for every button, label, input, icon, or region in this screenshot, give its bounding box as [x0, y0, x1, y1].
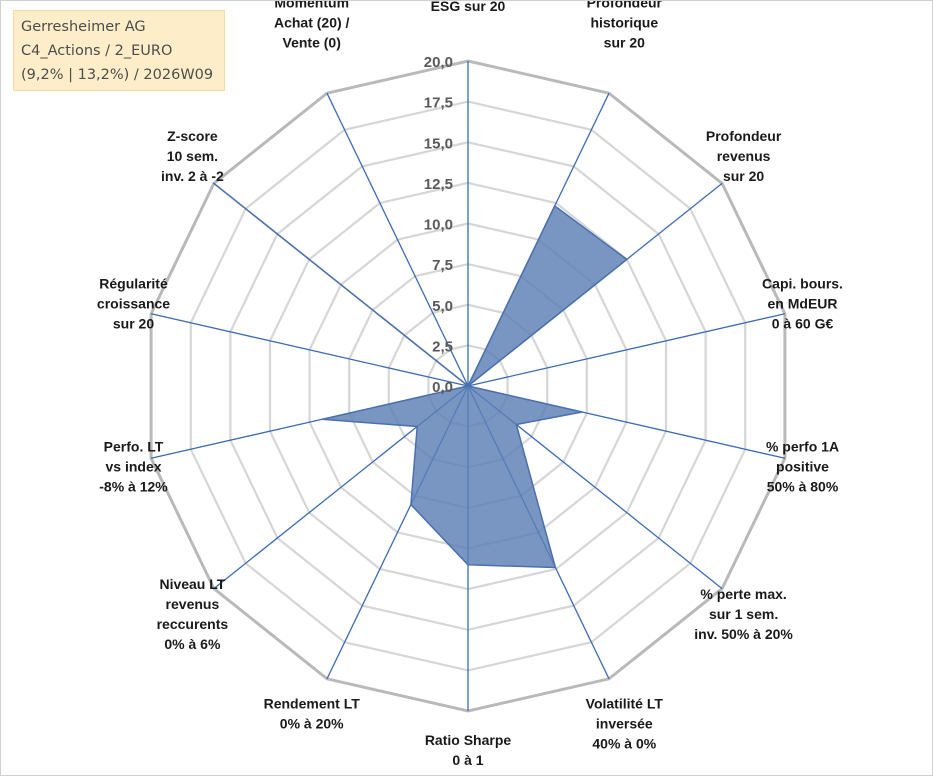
axis-label-line: ESG sur 20 — [431, 1, 506, 14]
axis-label-text: Momentum Achat (20) / Vente (0) — [274, 1, 350, 50]
radar-series — [213, 182, 628, 569]
tick-label: 12,5 — [424, 176, 453, 193]
axis-label-line: en MdEUR — [768, 295, 838, 311]
axis-label-line: 0 à 1 — [452, 752, 483, 768]
axis-label: Z-score 10 sem. inv. 2 à -2 — [161, 128, 224, 184]
axis-label-line: historique — [590, 14, 658, 30]
axis-label-line: Achat (20) / — [274, 14, 350, 30]
axis-label-line: revenus — [717, 148, 771, 164]
axis-label: Capi. bours. en MdEUR 0 à 60 G€ — [762, 275, 843, 331]
axis-label-line: Profondeur — [706, 128, 782, 144]
axis-label-text: % perfo 1A positive 50% à 80% — [766, 439, 839, 495]
axis-label-text: Capi. bours. en MdEUR 0 à 60 G€ — [762, 275, 843, 331]
axis-label-line: Z-score — [167, 128, 218, 144]
axis-label-line: 10 sem. — [167, 148, 218, 164]
axis-label-line: sur 1 sem. — [709, 606, 778, 622]
axis-label-line: Vente (0) — [283, 34, 341, 50]
axis-label-text: Régularité croissance sur 20 — [97, 275, 170, 331]
info-portfolio: C4_Actions / 2_EURO — [21, 43, 173, 59]
axis-label-line: Profondeur — [587, 1, 663, 10]
axis-label-line: Niveau LT — [159, 576, 225, 592]
axis-label-line: 50% à 80% — [767, 479, 839, 495]
axis-label: Profondeur revenus sur 20 — [706, 128, 782, 184]
tick-label: 5,0 — [432, 298, 453, 315]
tick-label: 20,0 — [424, 54, 453, 71]
axis-label: Perfo. LT vs index -8% à 12% — [99, 439, 168, 495]
axis-label-line: sur 20 — [113, 315, 154, 331]
axis-label-line: Volatilité LT — [586, 696, 664, 712]
axis-label-line: inv. 50% à 20% — [694, 626, 793, 642]
axis-spoke — [326, 92, 469, 387]
series-area — [213, 182, 628, 569]
tick-label: 2,5 — [432, 338, 453, 355]
info-stats: (9,2% | 13,2%) / 2026W09 — [21, 67, 214, 83]
axis-label-line: croissance — [97, 295, 170, 311]
axis-label-text: NoteESG sur 20 — [431, 1, 506, 14]
axis-label-line: vs index — [105, 459, 161, 475]
axis-label-text: Profondeur revenus sur 20 — [706, 128, 782, 184]
axis-spoke — [467, 313, 786, 387]
axis-label: NoteESG sur 20 — [431, 1, 506, 14]
axis-label-text: Perfo. LT vs index -8% à 12% — [99, 439, 168, 495]
axis-label: Rendement LT 0% à 20% — [264, 696, 361, 732]
axis-label-line: % perte max. — [700, 586, 786, 602]
axis-label-line: 0% à 20% — [280, 716, 344, 732]
axis-label-line: reccurents — [157, 616, 229, 632]
axis-label-line: -8% à 12% — [99, 479, 168, 495]
axis-label: % perte max. sur 1 sem. inv. 50% à 20% — [694, 586, 793, 642]
tick-label: 17,5 — [424, 95, 453, 112]
axis-label: Volatilité LT inversée 40% à 0% — [586, 696, 664, 752]
axis-label: Profondeur historique sur 20 — [587, 1, 663, 50]
axis-label-text: Z-score 10 sem. inv. 2 à -2 — [161, 128, 224, 184]
axis-label-text: Ratio Sharpe 0 à 1 — [425, 732, 512, 768]
axis-label-line: % perfo 1A — [766, 439, 839, 455]
info-box: Gerresheimer AG C4_Actions / 2_EURO (9,2… — [13, 10, 225, 91]
radial-ticks: 0,0 2,5 5,0 7,5 10,0 12,5 15,0 17,5 20,0 — [424, 54, 453, 396]
axis-label-line: 0% à 6% — [164, 636, 221, 652]
axis-label-line: 0 à 60 G€ — [772, 315, 834, 331]
axis-label-line: Ratio Sharpe — [425, 732, 512, 748]
axis-label-text: % perte max. sur 1 sem. inv. 50% à 20% — [694, 586, 793, 642]
axis-label: Momentum Achat (20) / Vente (0) — [274, 1, 350, 50]
axis-label-text: Profondeur historique sur 20 — [587, 1, 663, 50]
axis-label-line: sur 20 — [604, 34, 645, 50]
tick-label: 7,5 — [432, 257, 453, 274]
axis-label-line: Momentum — [274, 1, 349, 10]
info-company: Gerresheimer AG — [21, 19, 146, 35]
axis-label-line: Capi. bours. — [762, 275, 843, 291]
axis-label-text: Rendement LT 0% à 20% — [264, 696, 361, 732]
axis-label-text: Niveau LT revenus reccurents 0% à 6% — [157, 576, 229, 652]
axis-label-line: sur 20 — [723, 168, 764, 184]
tick-label: 10,0 — [424, 217, 453, 234]
axis-label-line: 40% à 0% — [592, 736, 656, 752]
axis-label-line: positive — [776, 459, 829, 475]
axis-label-text: Volatilité LT inversée 40% à 0% — [586, 696, 664, 752]
axis-label-line: inversée — [596, 716, 653, 732]
axis-label: Régularité croissance sur 20 — [97, 275, 170, 331]
axis-label-line: inv. 2 à -2 — [161, 168, 224, 184]
axis-label: % perfo 1A positive 50% à 80% — [766, 439, 839, 495]
axis-spoke — [150, 313, 469, 387]
axis-label-line: Rendement LT — [264, 696, 361, 712]
tick-label: 0,0 — [432, 379, 453, 396]
axis-label-line: Régularité — [99, 275, 168, 291]
axis-label: Niveau LT revenus reccurents 0% à 6% — [157, 576, 229, 652]
axis-label-line: Perfo. LT — [104, 439, 164, 455]
axis-labels: NoteESG sur 20 Profondeur historique sur 20… — [97, 1, 843, 768]
axis-label-line: revenus — [166, 596, 220, 612]
tick-label: 15,0 — [424, 135, 453, 152]
axis-label: Ratio Sharpe 0 à 1 — [425, 732, 512, 768]
